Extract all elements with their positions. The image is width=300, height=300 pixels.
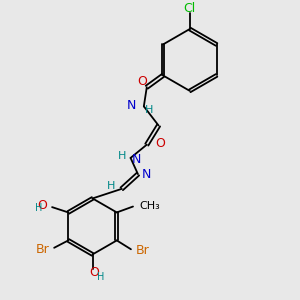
Text: O: O (155, 137, 165, 150)
Text: Cl: Cl (184, 2, 196, 16)
Text: N: N (127, 99, 136, 112)
Text: H: H (35, 203, 42, 213)
Text: O: O (137, 75, 147, 88)
Text: H: H (97, 272, 105, 282)
Text: H: H (145, 105, 154, 115)
Text: H: H (107, 182, 115, 191)
Text: Br: Br (136, 244, 150, 257)
Text: N: N (142, 168, 151, 181)
Text: O: O (89, 266, 99, 279)
Text: H: H (118, 151, 126, 160)
Text: O: O (37, 200, 47, 212)
Text: Br: Br (35, 243, 49, 256)
Text: N: N (132, 153, 141, 166)
Text: CH₃: CH₃ (139, 201, 160, 211)
